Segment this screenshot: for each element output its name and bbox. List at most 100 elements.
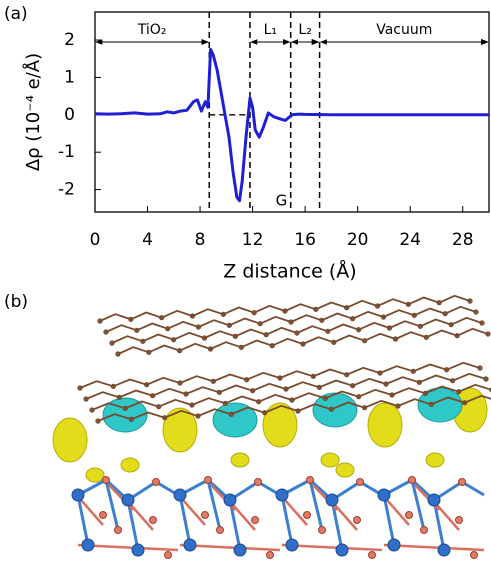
lattice-bond [382, 494, 396, 546]
annotation: G [276, 191, 288, 209]
ti-atom [275, 488, 289, 502]
charge-blob-yellow [367, 402, 403, 448]
x-tick-label: 20 [347, 230, 369, 250]
plot-frame [94, 11, 490, 213]
charge-blob-small [335, 462, 355, 478]
o-atom [164, 551, 172, 559]
o-atom [368, 551, 376, 559]
charge-blob-yellow [262, 402, 298, 448]
o-atom [152, 478, 160, 486]
o-atom [353, 516, 361, 524]
lattice-bond-o [334, 504, 358, 531]
lattice-bond [104, 479, 120, 531]
charge-blob-yellow [52, 417, 88, 463]
ti-atom [325, 493, 339, 507]
lattice-bond-o [77, 543, 179, 552]
o-atom [318, 526, 326, 534]
o-atom [102, 476, 110, 484]
charge-blob-small [425, 452, 445, 468]
ti-atom [387, 538, 401, 552]
lattice-bond [206, 479, 222, 531]
o-atom [420, 526, 428, 534]
lattice-bond [330, 499, 344, 551]
o-atom [149, 516, 157, 524]
lattice-bond-o [436, 504, 460, 531]
graphene-bond [97, 394, 491, 422]
x-tick-label: 8 [195, 230, 206, 250]
o-atom [306, 476, 314, 484]
structure-illustration [52, 294, 491, 559]
charge-blob-cyan [312, 392, 358, 428]
graphene-bond [85, 372, 487, 400]
charge-blob-yellow [162, 407, 198, 453]
o-atom [251, 516, 259, 524]
o-atom [408, 476, 416, 484]
lattice-bond-o [284, 499, 308, 526]
lattice-bond [410, 479, 426, 531]
lattice-bond-o [386, 499, 410, 526]
ti-atom [131, 543, 145, 557]
panel-label: (a) [4, 4, 28, 24]
lattice-bond [178, 494, 192, 546]
panel-label: (b) [4, 292, 28, 312]
lattice-bond-o [383, 543, 485, 552]
charge-blob-small [85, 467, 105, 483]
o-atom [405, 511, 413, 519]
ti-atom [121, 493, 135, 507]
ti-atom [183, 538, 197, 552]
graphene-bond [111, 316, 483, 344]
lattice-bond-o [130, 504, 154, 531]
lattice-bond-o [179, 543, 281, 552]
x-tick-label: 24 [399, 230, 421, 250]
ti-atom [173, 488, 187, 502]
x-tick-label: 28 [452, 230, 474, 250]
ti-atom [233, 543, 247, 557]
lattice-bond [432, 499, 446, 551]
o-atom [356, 478, 364, 486]
o-atom [201, 511, 209, 519]
graphene-bond [117, 327, 489, 355]
ti-atom [377, 488, 391, 502]
region-label: TiO₂ [137, 22, 167, 38]
lattice-bond [228, 499, 242, 551]
y-tick-label: 1 [64, 67, 75, 87]
ti-atom [223, 493, 237, 507]
lattice-bond [126, 499, 140, 551]
charge-blob-cyan [102, 397, 148, 433]
o-atom [266, 551, 274, 559]
ti-atom [427, 493, 441, 507]
lattice-bond-o [80, 499, 104, 526]
y-tick-label: -1 [58, 142, 75, 162]
o-atom [455, 516, 463, 524]
ti-atom [335, 543, 349, 557]
ti-atom [71, 488, 85, 502]
o-atom [470, 551, 478, 559]
charge-blob-small [320, 452, 340, 468]
o-atom [254, 478, 262, 486]
x-tick-label: 0 [90, 230, 101, 250]
o-atom [303, 511, 311, 519]
region-label: L₂ [298, 22, 311, 38]
o-atom [204, 476, 212, 484]
ti-atom [437, 543, 451, 557]
y-tick-label: 0 [64, 105, 75, 125]
graphene-bond [79, 361, 481, 389]
charge-blob-small [230, 452, 250, 468]
ti-atom [285, 538, 299, 552]
x-tick-label: 4 [142, 230, 153, 250]
lattice-bond [76, 494, 90, 546]
y-tick-label: -2 [58, 180, 75, 200]
o-atom [114, 526, 122, 534]
x-axis-label: Z distance (Å) [223, 260, 356, 283]
region-label: Vacuum [376, 22, 432, 38]
charge-blob-small [120, 457, 140, 473]
o-atom [458, 478, 466, 486]
x-tick-label: 16 [294, 230, 316, 250]
lattice-bond-o [182, 499, 206, 526]
lattice-bond [308, 479, 324, 531]
lattice-bond-o [232, 504, 256, 531]
y-tick-label: 2 [64, 30, 75, 50]
o-atom [99, 511, 107, 519]
graphene-bond [91, 383, 491, 411]
lattice-bond [280, 494, 294, 546]
